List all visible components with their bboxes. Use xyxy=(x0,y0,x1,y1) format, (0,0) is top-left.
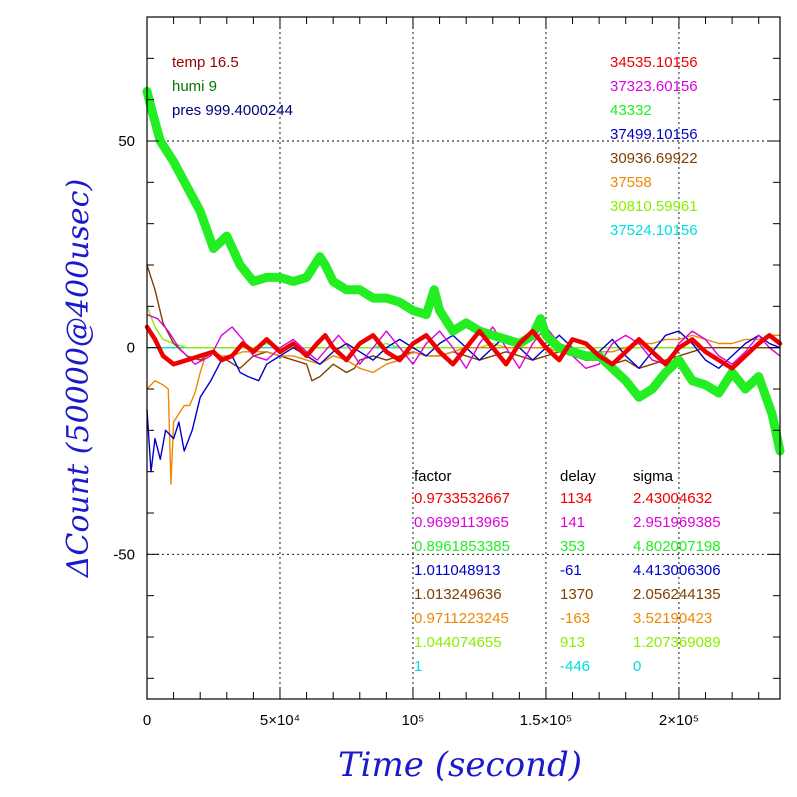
y-tick-label-1: 0 xyxy=(127,340,135,357)
table-sigma-2: 4.802007198 xyxy=(633,538,721,555)
series-start-value-0: 34535.10156 xyxy=(610,54,698,71)
table-sigma-5: 3.52190423 xyxy=(633,610,712,627)
series-layer xyxy=(142,86,785,485)
table-delay-7: -446 xyxy=(560,658,590,675)
env-annotations: temp 16.5 humi 9 pres 999.4000244 xyxy=(172,54,293,119)
table-sigma-7: 0 xyxy=(633,658,641,675)
x-tick-label-0: 0 xyxy=(143,712,151,729)
table-delay-2: 353 xyxy=(560,538,585,555)
x-axis-label: Time (second) xyxy=(338,745,582,785)
table-header-delay: delay xyxy=(560,468,596,485)
table-sigma-0: 2.43004632 xyxy=(633,490,712,507)
y-axis-label: ΔCount (50000@400usec) xyxy=(61,179,96,578)
table-sigma-1: 2.951969385 xyxy=(633,514,721,531)
table-delay-3: -61 xyxy=(560,562,582,579)
table-delay-4: 1370 xyxy=(560,586,593,603)
series-line-2 xyxy=(142,86,785,456)
plot-frame xyxy=(146,16,781,700)
table-factor-5: 0.9711223245 xyxy=(414,610,509,627)
y-tick-label-0: 50 xyxy=(118,133,135,150)
series-start-value-4: 30936.69922 xyxy=(610,150,698,167)
series-line-3 xyxy=(146,330,781,473)
table-header-sigma: sigma xyxy=(633,468,674,485)
fit-table: factor delay sigma 0.9733532667 1134 2.430… xyxy=(414,468,721,675)
table-factor-6: 1.044074655 xyxy=(414,634,502,651)
x-tick-label-2: 10⁵ xyxy=(402,712,425,729)
table-factor-4: 1.013249636 xyxy=(414,586,502,603)
table-sigma-3: 4.413006306 xyxy=(633,562,721,579)
table-delay-0: 1134 xyxy=(560,490,592,507)
series-start-values: 34535.10156 37323.60156 43332 37499.10156 30… xyxy=(610,54,698,239)
table-factor-0: 0.9733532667 xyxy=(414,490,510,507)
series-start-value-1: 37323.60156 xyxy=(610,78,698,95)
table-factor-3: 1.011048913 xyxy=(414,562,500,579)
tick-labels: 0 5×10⁴ 10⁵ 1.5×10⁵ 2×10⁵ 50 0 -50 xyxy=(113,133,699,729)
table-header-factor: factor xyxy=(414,468,452,485)
series-start-value-7: 37524.10156 xyxy=(610,222,698,239)
ticks xyxy=(146,16,780,699)
x-tick-label-1: 5×10⁴ xyxy=(260,712,300,729)
table-factor-2: 0.8961853385 xyxy=(414,538,510,555)
env-humi: humi 9 xyxy=(172,78,217,95)
series-start-value-2: 43332 xyxy=(610,102,652,119)
y-tick-label-2: -50 xyxy=(113,546,135,563)
env-temp: temp 16.5 xyxy=(172,54,239,71)
table-delay-1: 141 xyxy=(560,514,585,531)
series-start-value-3: 37499.10156 xyxy=(610,126,698,143)
table-sigma-6: 1.207369089 xyxy=(633,634,721,651)
table-sigma-4: 2.056244135 xyxy=(633,586,721,603)
table-factor-1: 0.9699113965 xyxy=(414,514,509,531)
table-delay-5: -163 xyxy=(560,610,590,627)
series-start-value-6: 30810.59961 xyxy=(610,198,698,215)
x-tick-label-4: 2×10⁵ xyxy=(659,712,699,729)
series-line-0 xyxy=(144,324,783,371)
env-pres: pres 999.4000244 xyxy=(172,102,293,119)
series-line-5 xyxy=(146,334,781,485)
table-factor-7: 1 xyxy=(414,658,422,675)
table-delay-6: 913 xyxy=(560,634,585,651)
series-start-value-5: 37558 xyxy=(610,174,652,191)
x-tick-label-3: 1.5×10⁵ xyxy=(520,712,573,729)
